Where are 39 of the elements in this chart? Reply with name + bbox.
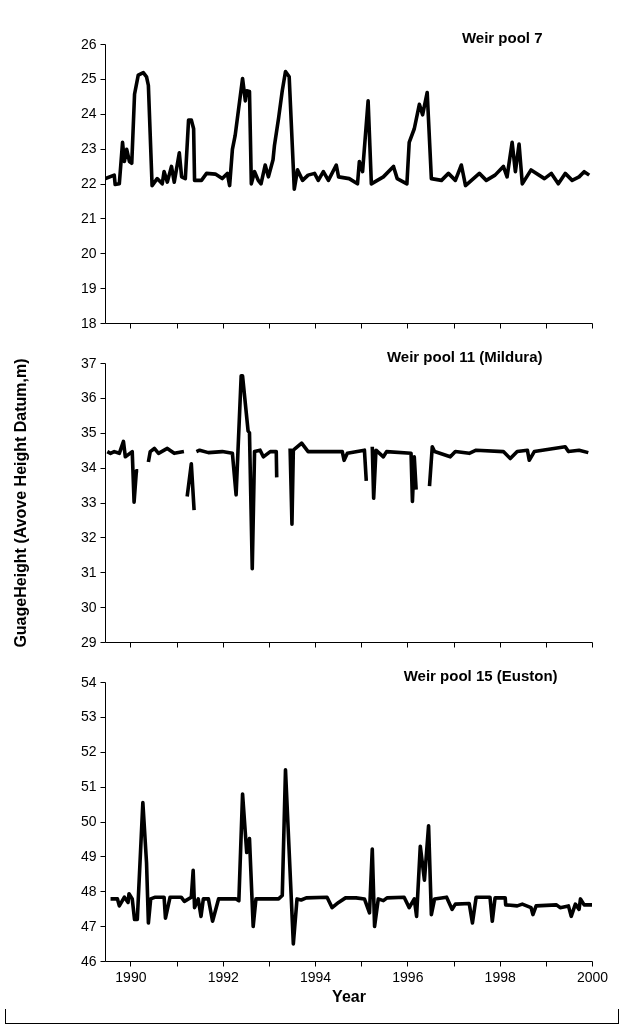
chart-title: Weir pool 7 <box>461 29 543 46</box>
y-tick-label: 29 <box>80 633 97 650</box>
chart-title: Weir pool 15 (Euston) <box>403 667 558 684</box>
y-tick-label: 34 <box>80 459 97 476</box>
y-tick-label: 49 <box>80 847 97 864</box>
x-axis-title: Year <box>332 987 366 1005</box>
y-tick-label: 48 <box>80 882 97 899</box>
y-tick-label: 53 <box>80 708 97 725</box>
y-tick-label: 21 <box>80 209 97 226</box>
y-tick-label: 23 <box>80 140 97 157</box>
y-tick-label: 36 <box>80 389 97 406</box>
y-tick-label: 51 <box>80 778 97 795</box>
y-axis-title: GuageHeight (Avove Height Datum,m) <box>11 358 29 648</box>
y-tick-label: 22 <box>80 175 97 191</box>
x-tick-label: 1998 <box>484 968 516 985</box>
y-tick-label: 19 <box>80 279 97 296</box>
x-tick-label: 1994 <box>299 968 332 985</box>
y-tick-label: 33 <box>80 494 97 510</box>
line-series <box>108 768 592 946</box>
y-tick-label: 20 <box>80 244 97 261</box>
x-tick-label: 1990 <box>115 968 147 985</box>
x-tick-label: 1996 <box>392 968 424 985</box>
y-tick-label: 52 <box>80 743 97 760</box>
y-tick-label: 50 <box>80 813 97 829</box>
y-tick-label: 26 <box>80 35 97 52</box>
y-tick-label: 30 <box>80 598 97 615</box>
y-tick-label: 31 <box>80 563 97 580</box>
y-tick-label: 54 <box>80 673 97 690</box>
y-tick-label: 46 <box>80 952 97 969</box>
y-tick-label: 37 <box>80 354 97 371</box>
y-tick-label: 47 <box>80 917 97 934</box>
y-tick-label: 18 <box>80 314 97 331</box>
x-tick-label: 1992 <box>207 968 239 985</box>
y-tick-label: 32 <box>80 528 97 545</box>
y-tick-label: 24 <box>80 105 97 122</box>
y-tick-label: 35 <box>80 424 97 441</box>
x-tick-label: 2000 <box>576 968 609 985</box>
chart-title: Weir pool 11 (Mildura) <box>386 348 543 365</box>
y-tick-label: 25 <box>80 70 97 87</box>
